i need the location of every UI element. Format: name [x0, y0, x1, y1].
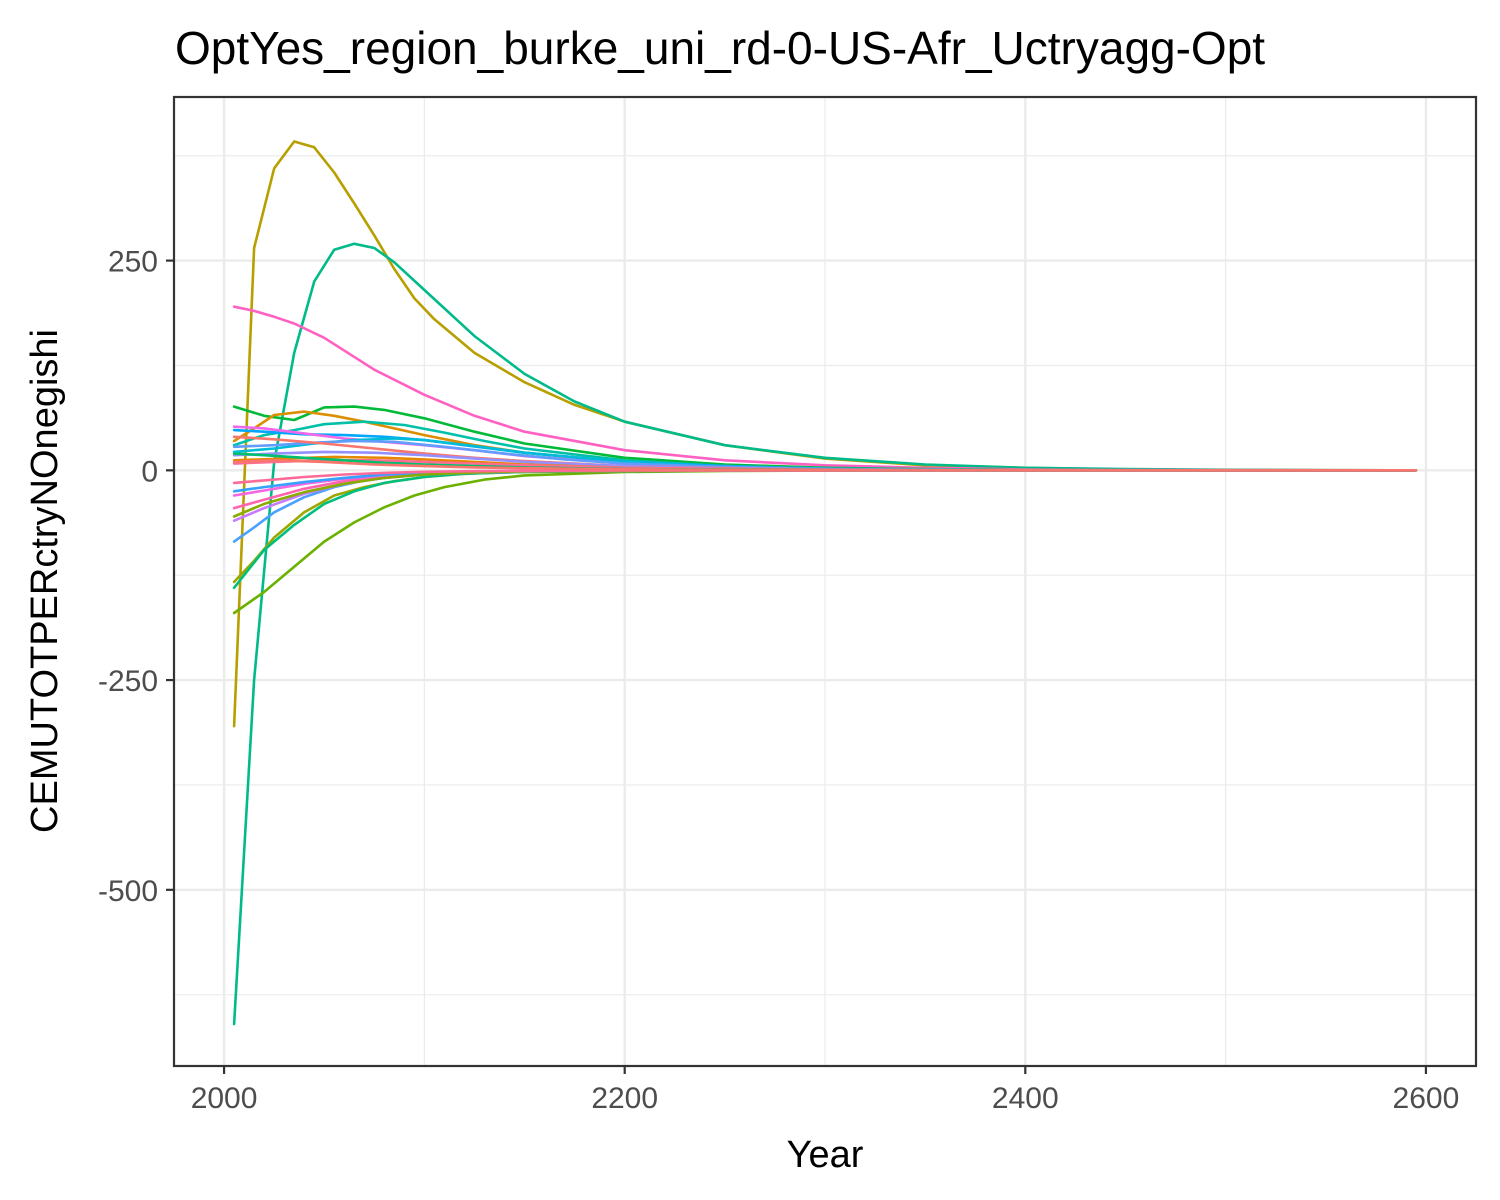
y-tick-label: -500	[98, 875, 158, 908]
y-tick-label: 250	[108, 246, 158, 279]
series-line-26	[232, 458, 1418, 472]
x-tick-label: 2600	[1393, 1082, 1460, 1115]
x-axis: 2000 2200 2400 2600	[191, 1066, 1460, 1115]
series-lines	[232, 140, 1418, 1026]
x-tick-label: 2400	[992, 1082, 1059, 1115]
x-tick-label: 2000	[191, 1082, 258, 1115]
y-axis-title: CEMUTOTPERctryNOnegishi	[24, 329, 66, 833]
chart-title: OptYes_region_burke_uni_rd-0-US-Afr_Uctr…	[175, 22, 1265, 74]
x-axis-title: Year	[787, 1134, 864, 1176]
y-axis: -500 -250 0 250	[98, 246, 174, 908]
y-tick-label: -250	[98, 665, 158, 698]
y-tick-label: 0	[141, 455, 158, 488]
plot-border	[172, 95, 1478, 1068]
minor-gridlines	[174, 97, 1476, 1066]
x-tick-label: 2200	[591, 1082, 658, 1115]
